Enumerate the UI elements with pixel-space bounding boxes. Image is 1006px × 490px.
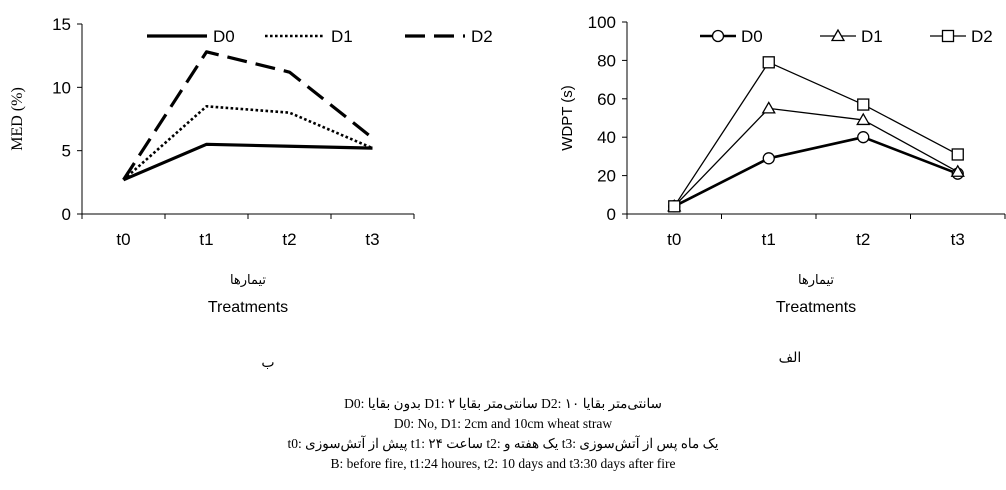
legend-marker-d1	[830, 28, 846, 42]
legend-label-d1: D1	[331, 27, 353, 46]
x-tick-label: t2	[856, 230, 870, 249]
x-axis-label-fa: تیمارها	[230, 273, 266, 288]
series-line-d2	[673, 61, 959, 207]
x-tick-label: t2	[282, 230, 296, 249]
legend-label-d0: D0	[741, 27, 763, 46]
x-tick-label: t3	[365, 230, 379, 249]
x-tick-label: t1	[762, 230, 776, 249]
med-chart: 0 5 10 15 t0 t1 t2 t3 MED (%) تیمارها Treatments ب D…	[9, 15, 493, 371]
y-axis-label: WDPT (s)	[559, 85, 576, 151]
caption-line-2: D0: No, D1: 2cm and 10cm wheat straw	[393, 416, 613, 431]
x-tick-label: t0	[667, 230, 681, 249]
series-line-d0	[122, 142, 373, 182]
series-line-d2	[122, 50, 374, 181]
y-tick-label: 100	[588, 13, 616, 32]
y-tick-label: 0	[62, 205, 71, 224]
data-point-d2	[951, 148, 964, 161]
y-tick-label: 0	[607, 205, 616, 224]
y-tick-label: 40	[597, 128, 616, 147]
series-line-d1	[673, 107, 959, 207]
data-point-d0	[857, 131, 870, 144]
legend-label-d0: D0	[213, 27, 235, 46]
x-axis-label: Treatments	[208, 299, 288, 316]
series-line-d1	[122, 105, 374, 181]
legend-label-d1: D1	[861, 27, 883, 46]
data-point-d1	[950, 164, 965, 177]
data-point-d2	[857, 98, 870, 111]
data-point-d2	[762, 56, 775, 69]
panel-label: ب	[261, 355, 274, 371]
y-tick-label: 60	[597, 90, 616, 109]
caption-line-3: t0: پیش از آتش‌سوزی t1: ۲۴ ساعت t2: یک ه…	[287, 436, 719, 451]
legend-marker-d2	[941, 29, 955, 43]
x-axis-label-fa: تیمارها	[798, 273, 834, 288]
caption-line-1: D0: بدون بقایا D1: ۲ سانتی‌متر بقایا D2:…	[344, 396, 662, 411]
y-tick-label: 20	[597, 167, 616, 186]
legend-label-d2: D2	[471, 27, 493, 46]
data-point-d1	[761, 101, 776, 114]
x-axis-label: Treatments	[776, 299, 856, 316]
y-tick-label: 5	[62, 142, 71, 161]
legend-marker-d0	[711, 29, 725, 43]
data-point-d0	[762, 152, 775, 165]
y-tick-label: 10	[52, 78, 71, 97]
panel-label: الف	[779, 350, 802, 366]
caption-line-4: B: before fire, t1:24 houres, t2: 10 day…	[330, 456, 676, 471]
data-point-d2	[668, 200, 681, 213]
y-tick-label: 80	[597, 51, 616, 70]
wdpt-chart: 0 20 40 60 80 100 t0 t1 t2 t3 WDPT (s) تیمارها Treat…	[559, 13, 1006, 366]
data-point-d1	[856, 112, 871, 126]
legend-label-d2: D2	[971, 27, 993, 46]
x-tick-label: t1	[199, 230, 213, 249]
y-axis-label: MED (%)	[9, 87, 26, 151]
x-tick-label: t0	[116, 230, 130, 249]
series-line-d0	[673, 135, 959, 208]
x-tick-label: t3	[951, 230, 965, 249]
y-tick-label: 15	[52, 15, 71, 34]
